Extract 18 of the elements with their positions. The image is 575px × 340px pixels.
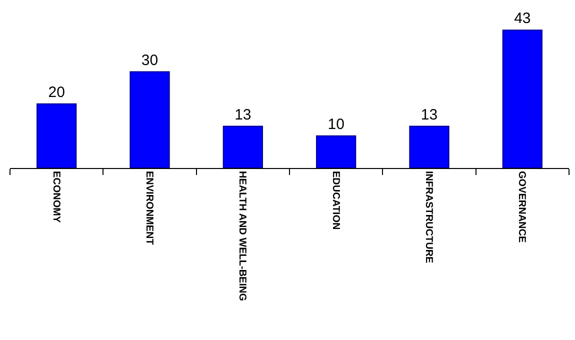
bar bbox=[36, 103, 77, 168]
bar bbox=[316, 135, 356, 168]
bar bbox=[130, 71, 170, 168]
data-label: 43 bbox=[514, 10, 531, 28]
data-label: 30 bbox=[141, 52, 158, 69]
bar bbox=[409, 126, 450, 168]
data-label: 13 bbox=[234, 106, 252, 124]
data-label: 10 bbox=[328, 116, 344, 133]
bar bbox=[502, 30, 542, 168]
data-label: 13 bbox=[420, 106, 438, 124]
x-tick-label: EDUCATION bbox=[330, 171, 341, 230]
data-label: 20 bbox=[48, 84, 65, 101]
x-tick-label: GOVERNANCE bbox=[516, 171, 528, 244]
x-tick-label: INFRASTRUCTURE bbox=[423, 171, 434, 264]
x-tick-label: HEALTH AND WELL-BEING bbox=[236, 171, 248, 302]
x-tick-label: ECONOMY bbox=[50, 171, 62, 223]
x-tick-label: ENVIRONMENT bbox=[144, 171, 154, 245]
bar bbox=[222, 126, 263, 168]
